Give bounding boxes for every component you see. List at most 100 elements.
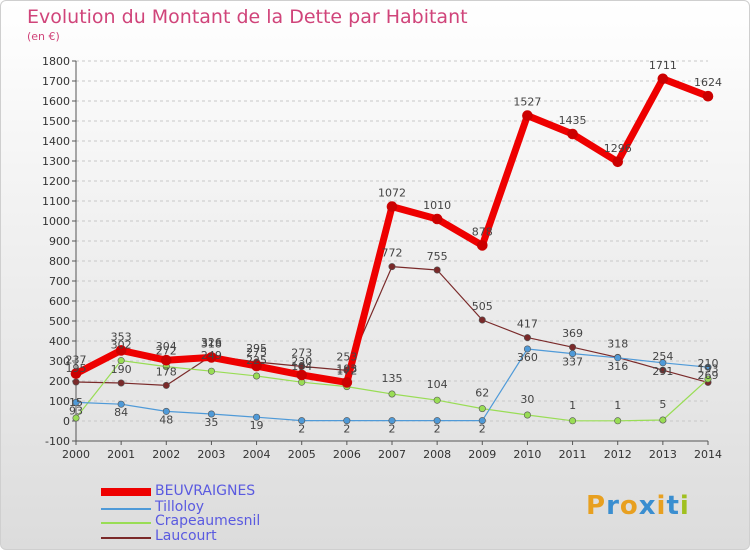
data-label: 272 [156, 345, 177, 358]
legend-label: Laucourt [155, 528, 217, 544]
data-label: 62 [475, 387, 489, 400]
data-label: 1711 [649, 59, 677, 72]
legend-item-laucourt: Laucourt [101, 528, 361, 546]
data-label: 2 [389, 423, 396, 436]
data-label: 178 [156, 365, 177, 378]
data-label: 193 [698, 362, 719, 375]
data-label: 195 [66, 362, 87, 375]
data-point [162, 407, 170, 415]
data-point [478, 316, 486, 324]
y-tick-label: 1400 [42, 135, 70, 148]
data-label: 291 [652, 365, 673, 378]
data-label: 1624 [694, 76, 722, 89]
data-point [72, 414, 80, 422]
chart-title: Evolution du Montant de la Dette par Hab… [27, 6, 468, 28]
data-point [433, 396, 441, 404]
data-label: 275 [246, 346, 267, 359]
legend-swatch [101, 537, 151, 539]
proxiti-logo: Proxiti [586, 491, 690, 521]
data-label: 1435 [559, 114, 587, 127]
y-tick-label: 1500 [42, 115, 70, 128]
data-label: 190 [111, 363, 132, 376]
y-tick-label: 900 [49, 235, 70, 248]
y-tick-label: 1100 [42, 195, 70, 208]
y-tick-label: 500 [49, 315, 70, 328]
data-point [478, 405, 486, 413]
logo-letter: o [619, 491, 639, 521]
data-label: 505 [472, 300, 493, 313]
legend-item-crapeaumesnil: Crapeaumesnil [101, 513, 361, 531]
data-point [386, 201, 398, 212]
data-label: 104 [427, 378, 448, 391]
data-label: 369 [562, 327, 583, 340]
data-label: 48 [159, 413, 173, 426]
line-chart: -100 0 100 200 300 400 500 600 700 800 900 1000 1100… [42, 55, 722, 461]
legend-label: Crapeaumesnil [155, 513, 261, 529]
data-point [115, 345, 127, 356]
legend-label: BEUVRAIGNES [155, 483, 256, 499]
y-tick-label: 1800 [42, 55, 70, 68]
data-point [251, 360, 262, 372]
logo-letter: x [638, 491, 657, 521]
data-point [478, 417, 486, 425]
data-point [388, 390, 396, 398]
data-label: 254 [652, 350, 673, 363]
data-label: 253 [336, 350, 357, 363]
data-label: 2 [479, 423, 486, 436]
x-tick-label: 2008 [423, 448, 451, 461]
x-tick-label: 2011 [559, 448, 587, 461]
data-point [433, 417, 441, 425]
data-label: 1296 [604, 142, 632, 155]
x-tick-label: 2012 [604, 448, 632, 461]
x-tick-label: 2000 [62, 448, 90, 461]
x-tick-label: 2004 [243, 448, 271, 461]
data-point [117, 400, 125, 408]
data-point [659, 416, 667, 424]
y-tick-label: 200 [49, 375, 70, 388]
x-tick-label: 2009 [468, 448, 496, 461]
x-tick-label: 2010 [513, 448, 541, 461]
data-point [253, 413, 261, 421]
data-label: 417 [517, 318, 538, 331]
data-point [659, 366, 667, 374]
data-point [612, 156, 624, 168]
y-tick-label: 100 [49, 395, 70, 408]
data-point [476, 240, 488, 251]
y-tick-label: 1200 [42, 175, 70, 188]
data-point [298, 417, 306, 425]
y-tick-label: 400 [49, 335, 70, 348]
data-label: 30 [520, 393, 534, 406]
logo-letter: t [666, 491, 680, 521]
chart-unit: (en €) [27, 30, 60, 43]
data-point [702, 90, 714, 102]
x-tick-label: 2002 [152, 448, 180, 461]
data-point [704, 375, 712, 383]
data-label: 193 [336, 362, 357, 375]
data-point [207, 367, 215, 375]
y-tick-label: 1300 [42, 155, 70, 168]
logo-letter: i [656, 491, 667, 521]
data-label: 273 [291, 346, 312, 359]
data-label: 269 [698, 369, 719, 382]
data-label: 237 [66, 354, 87, 367]
legend-swatch [101, 488, 151, 496]
x-tick-label: 2014 [694, 448, 722, 461]
data-point [207, 410, 215, 418]
data-point [523, 334, 531, 342]
data-point [431, 213, 443, 225]
data-point [523, 411, 531, 419]
data-point [522, 110, 533, 121]
y-tick-label: 800 [49, 255, 70, 268]
y-tick-label: 600 [49, 295, 70, 308]
y-tick-label: 300 [49, 355, 70, 368]
y-tick-label: 0 [63, 415, 70, 428]
data-point [433, 266, 441, 274]
data-label: 2 [434, 423, 441, 436]
data-point [298, 362, 306, 370]
data-label: 135 [382, 372, 403, 385]
data-label: 318 [607, 337, 628, 350]
data-label: 318 [201, 337, 222, 350]
data-point [296, 369, 308, 381]
data-label: 84 [114, 406, 128, 419]
data-label: 337 [562, 356, 583, 369]
